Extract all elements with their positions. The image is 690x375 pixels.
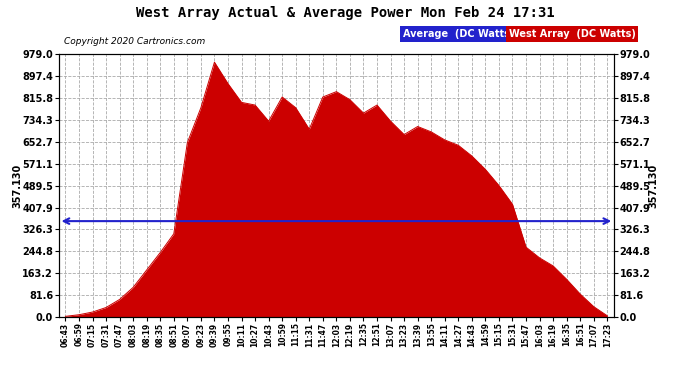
Text: 357.130: 357.130: [12, 164, 22, 208]
Text: Copyright 2020 Cartronics.com: Copyright 2020 Cartronics.com: [64, 38, 206, 46]
Text: 357.130: 357.130: [648, 164, 658, 208]
Text: West Array  (DC Watts): West Array (DC Watts): [509, 29, 635, 39]
Text: Average  (DC Watts): Average (DC Watts): [403, 29, 515, 39]
Text: West Array Actual & Average Power Mon Feb 24 17:31: West Array Actual & Average Power Mon Fe…: [136, 6, 554, 20]
